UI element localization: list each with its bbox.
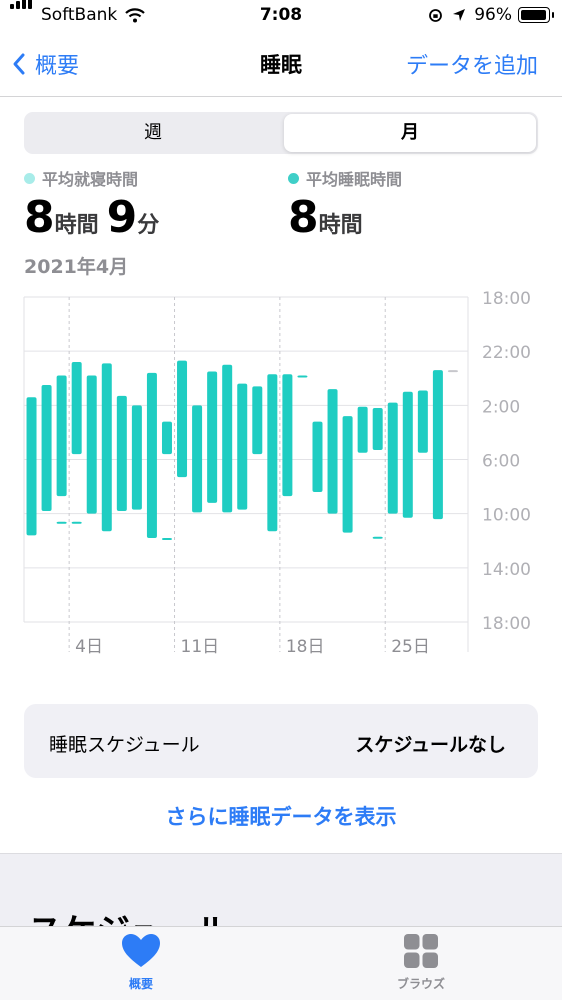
y-tick-label: 18:00 [482,614,531,634]
orientation-lock-icon [429,9,442,22]
sleep-bar [86,375,97,514]
sleep-bar [252,386,263,455]
bedtime-minutes-unit: 分 [137,213,160,238]
sleep-bar [342,416,353,533]
sleep-bar [297,375,308,378]
battery-icon [518,7,554,23]
sleep-schedule-card[interactable]: 睡眠スケジュール スケジュールなし [24,704,538,778]
sleep-bar [177,360,188,478]
current-day-bar [447,370,458,373]
navigation-bar: 概要 睡眠 データを追加 [0,30,562,97]
sleep-bar [417,390,428,453]
schedule-section: スケジュール [0,853,562,929]
sleep-label-text: 平均睡眠時間 [306,170,403,189]
sleep-bar [267,374,278,532]
sleep-bar [131,405,142,510]
sleep-bar [56,521,67,524]
sleep-bar [161,421,172,455]
sleep-bar [161,538,172,541]
sleep-hours: 8 [288,192,319,243]
y-tick-label: 2:00 [482,397,520,417]
bedtime-dot [24,172,35,184]
sleep-bar [71,521,82,524]
bedtime-label: 平均就寝時間 [24,166,138,190]
back-button[interactable]: 概要 [12,48,79,80]
sleep-bar [26,397,37,536]
sleep-bar [237,383,248,510]
bedtime-minutes: 9 [106,192,138,243]
sleep-bar [116,395,127,511]
sleep-dot [288,172,299,184]
sleep-bar [327,389,338,514]
sleep-bar [432,370,443,520]
bedtime-hours: 8 [24,192,55,243]
sleep-bar [372,536,383,539]
segment-week[interactable]: 週 [144,122,162,143]
sleep-bar [207,371,218,503]
tab-summary[interactable]: 概要 [61,933,221,992]
battery-percent: 96% [474,5,512,25]
sleep-label: 平均睡眠時間 [288,166,402,190]
page-title: 睡眠 [260,53,302,77]
location-icon [453,9,465,21]
sleep-schedule-value: スケジュールなし [355,734,506,756]
bedtime-hours-unit: 時間 [54,213,99,238]
y-tick-label: 14:00 [482,560,531,580]
x-tick-label: 4日 [75,637,103,657]
x-tick-label: 25日 [391,637,430,657]
period-segmented-control: 週 月 [24,112,538,154]
sleep-value: 8時間 [288,192,371,243]
status-time: 7:08 [259,5,303,25]
x-tick-label: 18日 [286,637,325,657]
sleep-bar [282,374,293,497]
chevron-left-icon [13,53,25,75]
sleep-bar [146,372,157,539]
sleep-bar [56,375,67,497]
show-more-sleep-data-link[interactable]: さらに睡眠データを表示 [165,805,397,829]
sleep-bar [387,402,398,514]
bedtime-value: 8時間 9分 [24,192,167,243]
sleep-chart[interactable]: 18:00 22:00 2:00 6:00 10:00 14:00 18:00 4日 11日 18… [0,285,562,665]
period-label: 2021年4月 [24,256,129,278]
sleep-bar [41,385,52,511]
wifi-icon [125,8,145,23]
sleep-schedule-label: 睡眠スケジュール [49,734,200,756]
tab-browse[interactable]: ブラウズ [341,933,501,992]
add-data-button[interactable]: データを追加 [405,54,538,79]
status-bar: SoftBank 7:08 96% [0,0,562,30]
segment-month[interactable]: 月 [284,114,536,152]
carrier-name: SoftBank [41,5,118,25]
tab-bar: 概要 ブラウズ [0,926,562,1000]
y-tick-label: 10:00 [482,506,531,526]
grid-icon [404,934,438,968]
x-tick-label: 11日 [181,637,220,657]
sleep-hours-unit: 時間 [318,213,363,238]
sleep-bar [192,405,203,513]
tab-browse-label: ブラウズ [396,977,445,991]
y-tick-label: 18:00 [482,289,531,309]
bedtime-label-text: 平均就寝時間 [42,170,139,189]
sleep-bar [71,362,82,455]
heart-icon [122,934,160,967]
y-tick-label: 22:00 [482,343,531,363]
sleep-bar [222,364,233,513]
y-tick-label: 6:00 [482,452,520,472]
back-label: 概要 [35,54,80,79]
sleep-bar [101,363,112,532]
tab-summary-label: 概要 [128,977,153,991]
schedule-heading: スケジュール [28,904,230,929]
sleep-bar [372,408,383,451]
sleep-bar [357,406,368,453]
sleep-bar [402,391,413,518]
sleep-bar [312,421,323,492]
